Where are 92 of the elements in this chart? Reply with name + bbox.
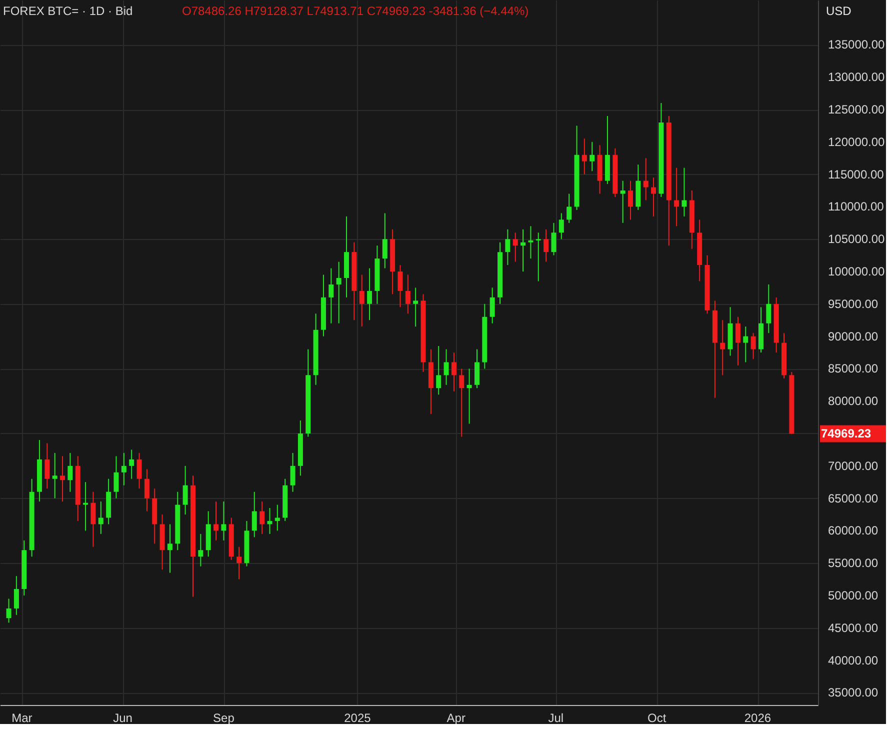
candlestick [290, 452, 296, 492]
candlestick [451, 352, 456, 392]
y-tick-label: 105000.00 [828, 232, 886, 246]
candlestick [720, 320, 726, 376]
candlestick [590, 141, 595, 172]
candlestick [83, 482, 88, 532]
y-tick-label: 45000.00 [828, 620, 878, 635]
candlestick [129, 449, 134, 480]
candlestick [413, 287, 418, 328]
candlestick [14, 576, 19, 616]
candlestick [274, 504, 280, 532]
x-tick-label: 2026 [744, 711, 772, 725]
candlestick [682, 167, 687, 217]
candlestick [236, 546, 242, 580]
candlestick [551, 222, 556, 256]
candlestick [536, 232, 541, 282]
x-tick-label: Oct [647, 711, 667, 725]
chart-title: FOREX BTC= · 1D · Bid [3, 4, 133, 18]
y-tick-label: 135000.00 [828, 38, 886, 52]
candlestick [221, 501, 226, 541]
x-tick-label: Mar [12, 711, 32, 725]
y-tick-label: 125000.00 [828, 102, 886, 117]
text: 74969.23 [821, 426, 872, 441]
candlestick [167, 524, 172, 574]
candlestick [114, 456, 119, 499]
candlestick [505, 228, 510, 266]
candlestick [98, 501, 104, 534]
candlestick [558, 212, 564, 240]
x-tick-label: 2025 [344, 711, 372, 725]
candlestick [198, 533, 204, 567]
candlestick [490, 287, 495, 324]
y-tick-label: 50000.00 [828, 588, 878, 602]
y-tick-label: 100000.00 [828, 264, 886, 279]
candlestick [643, 158, 648, 201]
candlestick [136, 452, 142, 490]
y-tick-label: 110000.00 [828, 200, 884, 214]
y-axis-title: USD [826, 4, 852, 18]
y-tick-label: 60000.00 [828, 524, 878, 538]
candlestick [252, 491, 257, 538]
candlestick [766, 284, 772, 334]
candlestick [651, 177, 656, 217]
candlestick [474, 348, 480, 389]
y-tick-label: 115000.00 [828, 167, 884, 182]
x-tick-label: Jul [548, 711, 564, 725]
y-tick-label: 130000.00 [828, 70, 886, 84]
candlestick [90, 491, 96, 548]
candlestick [328, 268, 334, 324]
candlestick [512, 232, 518, 262]
candlestick [52, 452, 58, 499]
y-tick-label: 90000.00 [828, 329, 878, 344]
candlestick [582, 138, 587, 175]
candlestick [382, 212, 388, 269]
y-tick-label: 65000.00 [828, 491, 878, 506]
chart-subtitle: O78486.26 H79128.37 L74913.71 C74969.23 -3481.36 (−4.44%) [182, 4, 529, 18]
y-tick-label: 120000.00 [828, 134, 886, 149]
candlestick [674, 167, 680, 227]
y-tick-label: 70000.00 [828, 458, 878, 473]
candlestick [214, 501, 219, 541]
y-tick-label: 35000.00 [828, 686, 878, 700]
candlestick [60, 456, 65, 502]
candlestick [6, 598, 12, 624]
candlestick [459, 368, 464, 438]
candlestick [544, 228, 549, 262]
candlestick [620, 180, 626, 224]
candlestick [121, 452, 126, 486]
candlestick [44, 442, 50, 490]
x-tick-label: Jun [113, 711, 132, 725]
y-tick-label: 55000.00 [828, 556, 878, 570]
candlestick [628, 180, 633, 220]
candlestick [735, 316, 740, 366]
candlestick [520, 228, 526, 272]
candlestick [444, 348, 449, 386]
candlestick [750, 332, 756, 360]
candlestick [336, 261, 342, 324]
candlestick [359, 274, 364, 328]
candlestick [144, 468, 150, 512]
candlestick [436, 346, 442, 396]
candlestick [182, 465, 188, 515]
candlestick [398, 264, 403, 308]
candlestick [367, 268, 372, 321]
y-tick-label: 80000.00 [828, 394, 878, 408]
candlestick [260, 501, 265, 534]
candlestick [267, 508, 272, 534]
y-tick-label: 95000.00 [828, 296, 878, 311]
candlestick [405, 274, 410, 314]
candlestick [466, 368, 472, 424]
candlestick [68, 452, 73, 492]
candlestick [566, 193, 572, 224]
candlestick [743, 326, 748, 363]
candlestick [528, 226, 534, 260]
y-tick-label: 85000.00 [828, 362, 878, 376]
y-tick-label: 40000.00 [828, 653, 878, 668]
